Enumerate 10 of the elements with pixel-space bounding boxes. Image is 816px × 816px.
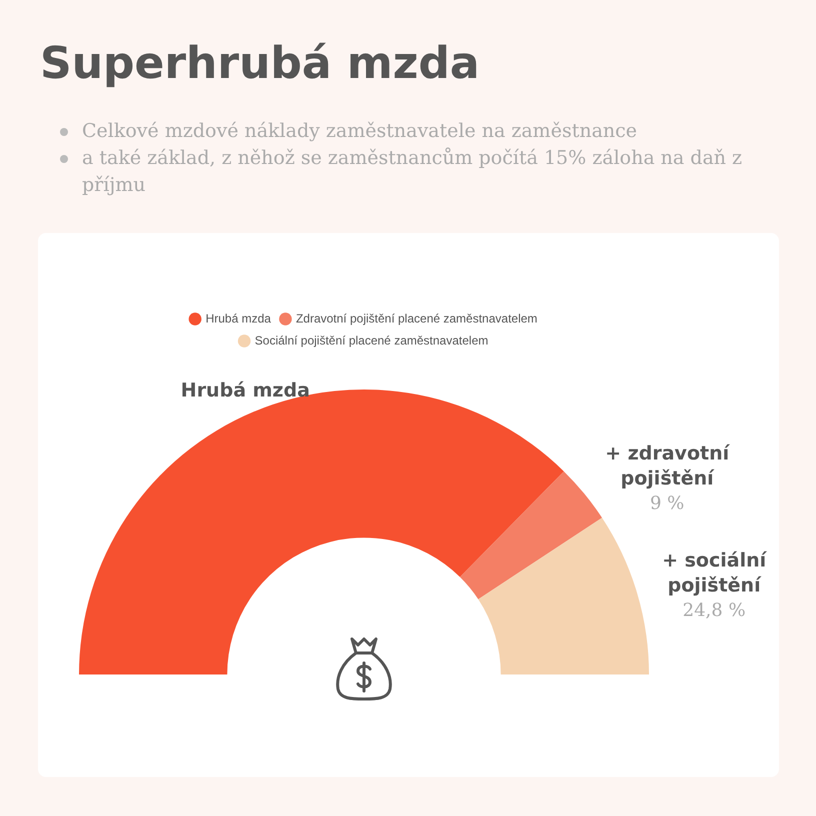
chart-title: Superhrubá mzda <box>40 38 480 89</box>
legend-label: Sociální pojištění placené zaměstnavatelem <box>254 333 488 348</box>
data-label: 24,8 % <box>682 600 746 622</box>
legend-label: Hrubá mzda <box>206 311 272 326</box>
text: + zdravotní pojištění <box>605 442 731 490</box>
legend-label: Zdravotní pojištění placené zaměstnavatelem <box>296 311 538 326</box>
data-label: 9 % <box>650 493 684 514</box>
text: + sociální pojištění <box>662 549 768 596</box>
text: Hrubá mzda <box>180 379 310 402</box>
chart-subtitle: Celkové mzdové náklady zaměstnavatele na zaměstnance a také základ, z něhož se zaměstnancům počítá 15% záloha na daň z příjmu <box>82 120 742 196</box>
